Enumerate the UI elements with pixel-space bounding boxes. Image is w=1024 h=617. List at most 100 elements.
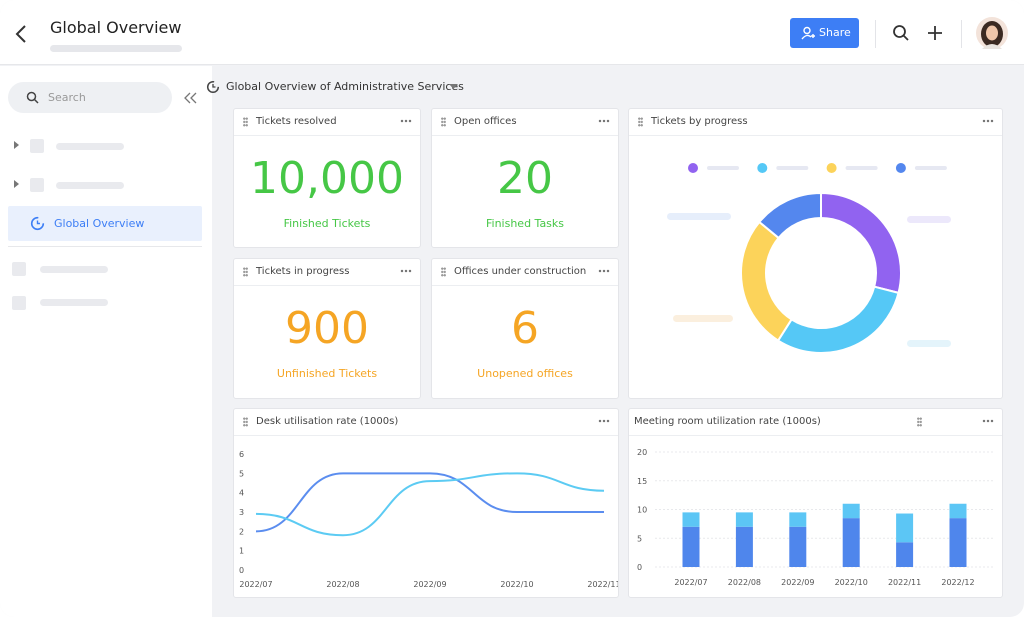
card-title: Desk utilisation rate (1000s) (256, 416, 399, 427)
card-header: Tickets resolved (234, 109, 420, 136)
placeholder (12, 296, 26, 310)
card-menu[interactable] (598, 269, 610, 273)
divider (961, 20, 962, 48)
x-tick-label: 2022/11 (888, 578, 921, 587)
header: Global Overview Share (0, 0, 1024, 65)
placeholder (30, 139, 44, 153)
sidebar: Search Global Overview (0, 66, 212, 617)
kpi-caption: Finished Tasks (485, 217, 565, 230)
kpi-value: 900 (285, 303, 369, 354)
bar-segment (949, 518, 967, 567)
kpi-value: 6 (511, 303, 539, 354)
bar-segment (789, 526, 807, 567)
y-tick-label: 15 (637, 477, 647, 486)
nav-label: Global Overview (54, 217, 145, 230)
bar-segment (949, 503, 967, 519)
divider (875, 20, 876, 48)
drag-handle[interactable] (243, 117, 248, 127)
donut-segment (757, 191, 822, 240)
kpi-card: Offices under construction 6 Unopened offi… (431, 258, 619, 399)
expand-arrow[interactable] (12, 180, 20, 188)
x-tick-label: 2022/10 (500, 580, 533, 589)
share-button[interactable]: Share (790, 18, 859, 48)
search-placeholder: Search (48, 91, 86, 104)
donut-segment (740, 220, 793, 342)
placeholder (673, 315, 733, 322)
avatar[interactable] (976, 17, 1008, 49)
drag-handle[interactable] (441, 267, 446, 277)
card-title: Tickets by progress (651, 116, 748, 127)
card-header: Open offices (432, 109, 618, 136)
bar-segment (842, 503, 860, 519)
y-tick-label: 4 (239, 489, 244, 498)
placeholder (40, 299, 108, 306)
add-icon[interactable] (926, 24, 944, 42)
legend-swatch (757, 163, 768, 173)
card-title: Offices under construction (454, 266, 587, 277)
dropdown-arrow[interactable] (449, 84, 458, 90)
placeholder (40, 266, 108, 273)
y-tick-label: 1 (239, 547, 244, 556)
donut-segment (820, 191, 902, 295)
legend-placeholder (707, 166, 739, 170)
card-menu[interactable] (400, 269, 412, 273)
search-box[interactable]: Search (8, 82, 172, 113)
card-header: Meeting room utilization rate (1000s) (629, 409, 1002, 436)
x-tick-label: 2022/10 (835, 578, 868, 587)
bar-segment (789, 512, 807, 527)
x-tick-label: 2022/09 (413, 580, 446, 589)
line-series (255, 472, 604, 533)
collapse-button[interactable] (184, 92, 198, 104)
card-menu[interactable] (982, 119, 994, 123)
card-menu[interactable] (982, 419, 994, 423)
bar-chart: 0 5 10 15 20 2022/07 2022/08 2022/09 2022/10 2022… (637, 448, 995, 587)
dashboard-title[interactable]: Global Overview of Administrative Servic… (226, 80, 464, 93)
y-tick-label: 10 (637, 506, 647, 515)
nav-item-active[interactable]: Global Overview (8, 206, 202, 241)
donut-chart (688, 163, 947, 354)
search-icon[interactable] (892, 24, 910, 42)
drag-handle[interactable] (441, 117, 446, 127)
drag-handle[interactable] (243, 267, 248, 277)
kpi-value: 20 (497, 153, 553, 204)
y-tick-label: 0 (637, 563, 642, 572)
kpi-caption: Finished Tickets (283, 217, 371, 230)
card-title: Open offices (454, 116, 517, 127)
expand-arrow[interactable] (12, 141, 20, 149)
kpi-card: Tickets in progress 900 Unfinished Tickets (233, 258, 421, 399)
kpi-card: Tickets resolved 10,000 Finished Tickets (233, 108, 421, 248)
card-menu[interactable] (400, 119, 412, 123)
legend-swatch (826, 163, 837, 173)
chart-card: Desk utilisation rate (1000s) 0 1 2 3 4 5 6 202… (233, 408, 619, 598)
y-tick-label: 5 (239, 469, 244, 478)
x-tick-label: 2022/12 (941, 578, 974, 587)
drag-handle[interactable] (638, 117, 643, 127)
bar-segment (842, 518, 860, 567)
drag-handle[interactable] (243, 417, 248, 427)
card-title: Tickets resolved (256, 116, 337, 127)
dashboard-icon (206, 80, 220, 94)
legend-swatch (688, 163, 698, 173)
bar-segment (896, 542, 914, 567)
kpi-caption: Unfinished Tickets (276, 367, 378, 380)
chart-card: Tickets by progress (628, 108, 1003, 399)
placeholder (50, 45, 182, 52)
x-tick-label: 2022/08 (326, 580, 359, 589)
legend-placeholder (845, 166, 878, 170)
nav-icon (30, 216, 45, 231)
bar-segment (735, 526, 753, 567)
x-tick-label: 2022/09 (781, 578, 814, 587)
search-icon (26, 91, 39, 104)
drag-handle[interactable] (917, 417, 922, 427)
back-button[interactable] (14, 24, 28, 44)
placeholder (30, 178, 44, 192)
placeholder (907, 340, 951, 347)
y-tick-label: 6 (239, 450, 244, 459)
page-title: Global Overview (50, 18, 182, 37)
share-icon (801, 26, 815, 40)
placeholder (56, 143, 124, 150)
card-menu[interactable] (598, 419, 610, 423)
line-chart: 0 1 2 3 4 5 6 2022/07 2022/08 2022/09 2022/10 2022/… (239, 450, 618, 589)
card-menu[interactable] (598, 119, 610, 123)
card-title: Tickets in progress (256, 266, 350, 277)
